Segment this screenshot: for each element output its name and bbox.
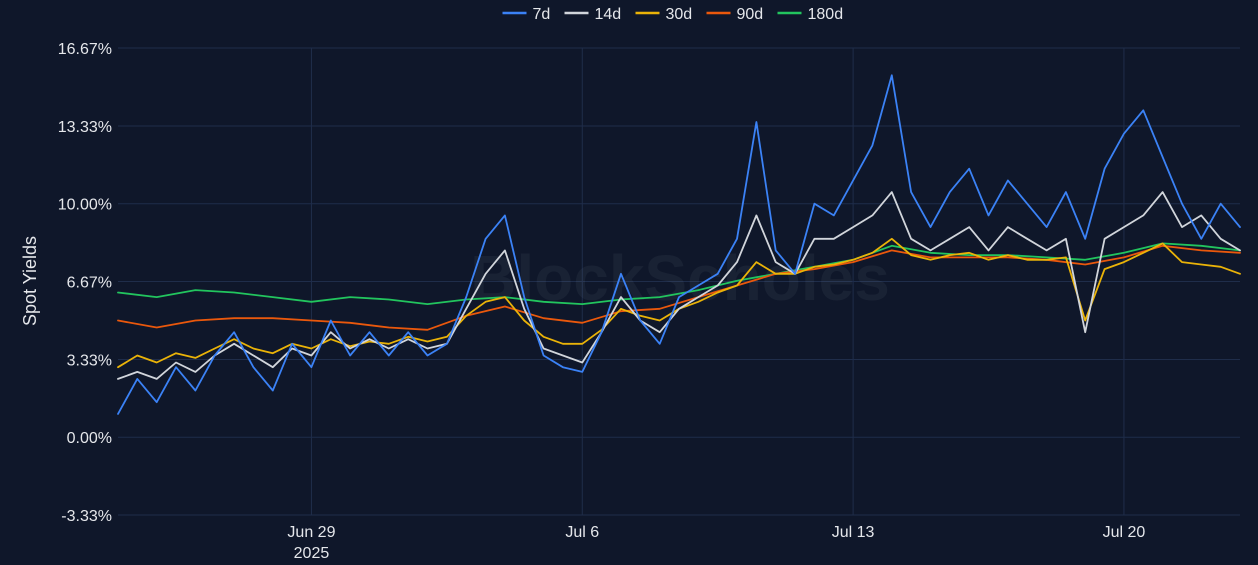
x-tick-label: Jul 6 (565, 524, 599, 541)
y-axis-ticks: 16.67% 13.33% 10.00% 6.67% 3.33% 0.00% -3.33% (58, 41, 112, 525)
legend-item-30d[interactable]: 30d (635, 6, 693, 23)
series-line-14d (117, 191, 1241, 380)
x-tick-sublabel: 2025 (294, 545, 330, 560)
legend-label: 30d (666, 6, 693, 23)
x-tick-label: Jul 20 (1103, 524, 1146, 541)
y-tick-label: 0.00% (67, 430, 112, 447)
y-tick-label: 13.33% (58, 119, 112, 136)
legend-item-180d[interactable]: 180d (777, 6, 844, 23)
series-lines (117, 74, 1241, 415)
x-axis-ticks: Jun 29 2025 Jul 6 Jul 13 Jul 20 (287, 524, 1146, 562)
legend-label: 180d (808, 6, 844, 23)
legend-item-14d[interactable]: 14d (564, 6, 622, 23)
y-tick-label: 10.00% (58, 197, 112, 214)
legend-item-90d[interactable]: 90d (706, 6, 764, 23)
y-tick-label: 3.33% (67, 352, 112, 369)
series-line-90d (117, 244, 1241, 331)
y-axis-label: Spot Yields (20, 236, 40, 326)
legend-item-7d[interactable]: 7d (502, 6, 551, 23)
legend-label: 7d (533, 6, 551, 23)
x-tick-label: Jul 13 (832, 524, 875, 541)
y-tick-label: -3.33% (61, 508, 112, 525)
series-line-180d (117, 242, 1241, 305)
y-tick-label: 16.67% (58, 41, 112, 58)
legend: 7d 14d 30d 90d 180d (502, 6, 844, 23)
y-tick-label: 6.67% (67, 275, 112, 292)
series-line-7d (117, 74, 1241, 415)
x-tick-label: Jun 29 (287, 524, 335, 541)
legend-label: 90d (737, 6, 764, 23)
legend-label: 14d (595, 6, 622, 23)
